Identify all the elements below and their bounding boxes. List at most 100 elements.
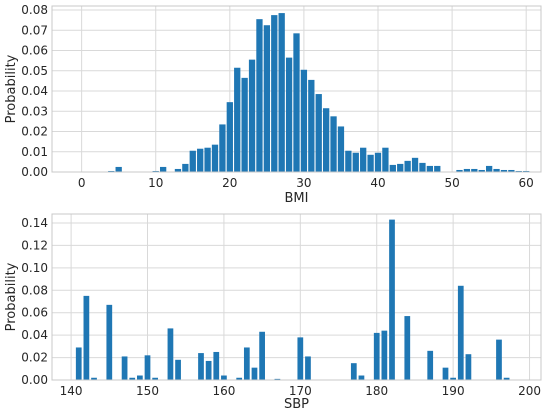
- sbp-bar: [350, 363, 357, 380]
- bmi-y-tick-label: 0.08: [21, 3, 48, 17]
- bmi-bar: [263, 25, 271, 173]
- bmi-y-tick-label: 0.02: [21, 125, 48, 139]
- bmi-bar: [174, 168, 182, 172]
- sbp-bar: [137, 375, 143, 380]
- bmi-bar: [197, 148, 204, 172]
- bmi-bar: [182, 163, 189, 172]
- bmi-x-tick-label: 50: [444, 176, 459, 190]
- sbp-bar: [274, 378, 281, 380]
- bmi-bar: [285, 57, 293, 173]
- bmi-bar: [523, 170, 530, 172]
- sbp-bar: [427, 350, 434, 380]
- sbp-x-tick-label: 180: [365, 384, 388, 398]
- bmi-y-axis-label: Probability: [4, 54, 19, 123]
- bmi-bar: [471, 168, 478, 172]
- sbp-bar: [213, 351, 220, 380]
- sbp-x-tick-label: 200: [518, 384, 541, 398]
- sbp-bar: [358, 375, 365, 380]
- sbp-bar: [83, 295, 90, 380]
- sbp-y-tick-label: 0.14: [21, 216, 48, 230]
- sbp-bar: [144, 355, 151, 380]
- bmi-bar: [234, 67, 241, 172]
- bmi-bar: [159, 166, 167, 172]
- sbp-y-tick-label: 0.02: [21, 351, 48, 365]
- sbp-bar: [297, 337, 304, 380]
- bmi-bar: [293, 33, 300, 172]
- bmi-y-tick-label: 0.04: [21, 84, 48, 98]
- bmi-y-tick-label: 0.03: [21, 104, 48, 118]
- sbp-bar: [175, 359, 181, 380]
- bmi-plot-frame: [51, 5, 542, 173]
- sbp-bar: [503, 377, 510, 380]
- sbp-bar: [205, 360, 212, 380]
- bmi-bar: [271, 15, 278, 172]
- sbp-bar: [129, 377, 136, 380]
- bmi-x-tick-label: 60: [519, 176, 534, 190]
- bmi-bar: [189, 150, 196, 172]
- sbp-bar: [243, 347, 250, 380]
- sbp-bar: [91, 377, 97, 380]
- bmi-bar: [248, 59, 256, 172]
- bmi-histogram: 0 10 20 30 40 50 60 0.00 0.01 0.02 0.03 0.04 0.05 0.0…: [4, 3, 542, 206]
- bmi-y-tick-label: 0.05: [21, 64, 48, 78]
- bmi-bar: [434, 165, 441, 172]
- bmi-bar: [500, 169, 508, 172]
- bmi-bar: [485, 165, 493, 172]
- bmi-bar: [219, 124, 226, 172]
- sbp-x-tick-label: 170: [289, 384, 312, 398]
- bmi-bar: [278, 13, 285, 172]
- bmi-bar: [108, 170, 115, 172]
- bmi-bar: [374, 152, 382, 172]
- sbp-y-tick-label: 0.08: [21, 283, 48, 297]
- bmi-x-tick-label: 40: [370, 176, 385, 190]
- bmi-bar: [152, 170, 159, 172]
- bmi-x-tick-label: 30: [296, 176, 311, 190]
- bmi-bar: [367, 154, 374, 172]
- bmi-bar: [382, 147, 389, 172]
- bmi-bar: [493, 168, 500, 172]
- bmi-bar: [300, 69, 308, 172]
- bmi-bar: [308, 79, 315, 172]
- bmi-y-tick-label: 0.07: [21, 23, 48, 37]
- sbp-bar: [442, 367, 449, 380]
- bmi-bar: [211, 144, 219, 172]
- bmi-bar: [360, 147, 367, 172]
- sbp-bar: [106, 304, 113, 380]
- bmi-y-tick-label: 0.01: [21, 145, 48, 159]
- bmi-bar: [315, 94, 322, 172]
- bmi-bar: [515, 170, 522, 172]
- bmi-y-tick-label: 0.00: [21, 165, 48, 179]
- sbp-bar: [496, 339, 502, 380]
- sbp-bar: [465, 354, 472, 380]
- bmi-y-tick-label: 0.06: [21, 44, 48, 58]
- bmi-bar: [204, 147, 211, 172]
- sbp-x-tick-label: 190: [442, 384, 465, 398]
- bmi-bar: [337, 126, 345, 172]
- sbp-y-axis-label: Probability: [4, 262, 19, 331]
- bmi-bar: [411, 157, 419, 172]
- sbp-bar: [404, 316, 411, 380]
- bmi-bar: [478, 169, 485, 172]
- bmi-x-tick-label: 0: [78, 176, 86, 190]
- bmi-bar: [115, 166, 122, 172]
- sbp-bar: [450, 377, 456, 380]
- sbp-y-tick-label: 0.04: [21, 328, 48, 342]
- sbp-bar: [167, 328, 174, 380]
- bmi-bar: [322, 108, 330, 172]
- sbp-y-tick-label: 0.06: [21, 306, 48, 320]
- sbp-x-tick-label: 160: [212, 384, 235, 398]
- bmi-bar: [352, 152, 359, 172]
- sbp-bar: [305, 356, 311, 380]
- sbp-y-tick-label: 0.10: [21, 261, 48, 275]
- bmi-bar: [389, 164, 396, 172]
- sbp-x-axis-label: SBP: [284, 397, 309, 412]
- sbp-bar: [236, 377, 243, 380]
- bmi-bar: [426, 165, 434, 172]
- bmi-bar: [256, 19, 263, 172]
- sbp-bar: [373, 332, 380, 380]
- sbp-bar: [389, 219, 395, 380]
- sbp-y-tick-label: 0.00: [21, 373, 48, 387]
- bmi-bar: [508, 169, 515, 172]
- sbp-bar: [251, 367, 258, 380]
- sbp-plot-frame: [51, 213, 542, 381]
